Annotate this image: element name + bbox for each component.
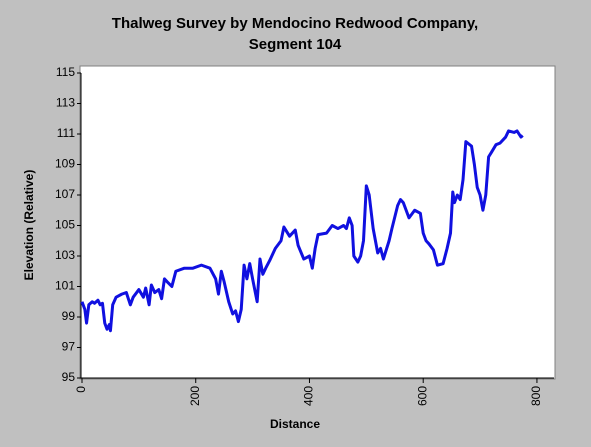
y-tick-label: 101 <box>55 279 75 293</box>
y-tick-label: 105 <box>55 218 75 232</box>
chart-title: Segment 104 <box>249 36 342 53</box>
y-tick-label: 97 <box>62 340 76 354</box>
y-tick-label: 99 <box>62 309 76 323</box>
x-tick-label: 800 <box>529 386 543 406</box>
x-tick-label: 0 <box>74 386 88 393</box>
y-axis-label: Elevation (Relative) <box>22 170 36 281</box>
y-tick-label: 95 <box>62 370 76 384</box>
x-tick-label: 200 <box>188 386 202 406</box>
x-tick-label: 600 <box>415 386 429 406</box>
y-tick-label: 115 <box>56 65 75 79</box>
y-tick-label: 103 <box>55 248 75 262</box>
y-tick-label: 109 <box>55 157 75 171</box>
x-axis-label: Distance <box>270 417 320 431</box>
y-tick-label: 111 <box>57 126 76 140</box>
y-tick-label: 113 <box>56 96 75 110</box>
chart-title: Thalweg Survey by Mendocino Redwood Comp… <box>112 15 478 32</box>
x-tick-label: 400 <box>302 386 316 406</box>
data-line <box>80 129 524 333</box>
y-tick-label: 107 <box>55 187 75 201</box>
plot-area <box>79 65 556 380</box>
